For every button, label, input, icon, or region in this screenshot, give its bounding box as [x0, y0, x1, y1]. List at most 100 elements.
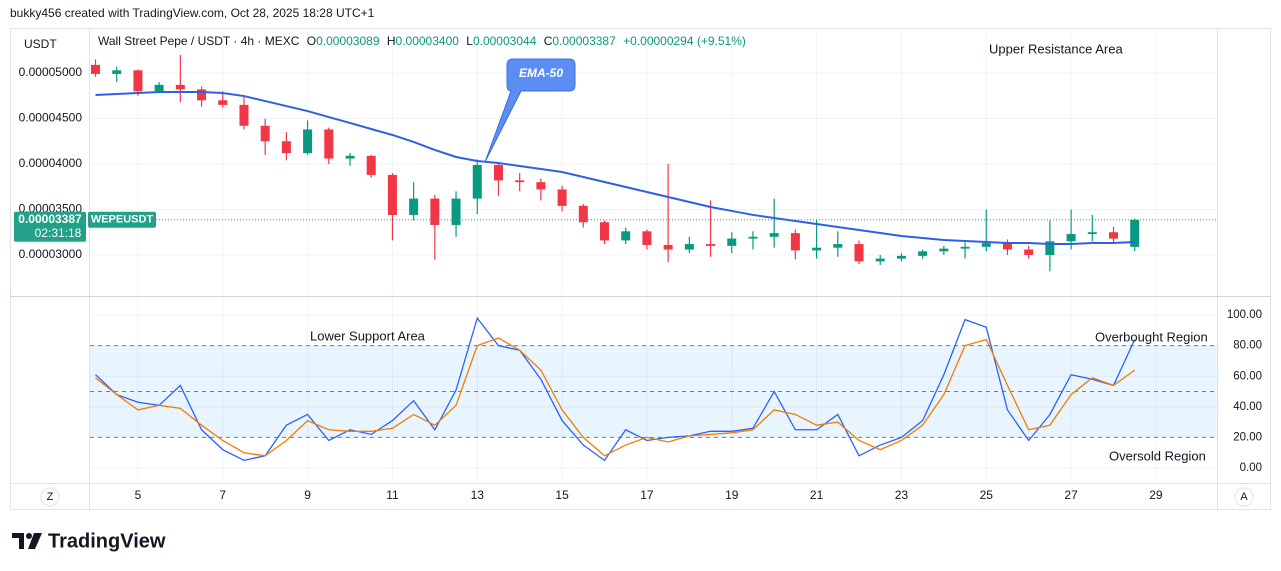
candle-body — [578, 205, 588, 223]
y-tick-label: 0.00004000 — [19, 156, 83, 170]
candle-body — [960, 246, 970, 249]
candle-body — [557, 189, 567, 206]
price-box — [14, 211, 86, 242]
symbol-label: WEPEUSDT — [91, 214, 154, 226]
x-tick-label: 9 — [304, 488, 311, 502]
candle-body — [854, 244, 864, 262]
candle-body — [727, 238, 737, 246]
x-tick-label: 7 — [219, 488, 226, 502]
candle-body — [303, 129, 313, 154]
candle-body — [1066, 234, 1076, 242]
candle-body — [218, 100, 228, 105]
candle-body — [91, 64, 101, 74]
y-tick-label: 60.00 — [1233, 370, 1262, 382]
button-outline[interactable] — [1234, 487, 1254, 507]
legend-value: 0.00003044 — [473, 34, 537, 48]
candle-body — [1024, 249, 1034, 255]
x-tick-label: 13 — [471, 488, 485, 502]
candle-body — [515, 180, 525, 183]
legend-symbol: Wall Street Pepe / USDT · 4h · MEXC — [98, 34, 300, 48]
ema-line — [95, 91, 1135, 245]
symbol-box — [88, 211, 156, 228]
y-tick-label: 0.00003000 — [19, 247, 83, 261]
candle-body — [939, 248, 949, 252]
frame — [10, 28, 1271, 510]
candle-body — [430, 198, 440, 225]
candle-body — [1002, 243, 1012, 250]
candle-body — [281, 141, 291, 154]
y-tick-label: 0.00004500 — [19, 111, 83, 125]
price-label: 0.00003387 — [18, 212, 82, 226]
candle-body — [833, 244, 843, 248]
legend-value: 0.00003387 — [552, 34, 616, 48]
button-outline[interactable] — [40, 487, 60, 507]
legend-key: O — [307, 34, 316, 48]
attribution: bukky456 created with TradingView.com, O… — [10, 6, 375, 20]
candle-body — [1087, 232, 1097, 235]
legend-key: H — [387, 34, 396, 48]
zoom-button[interactable]: Z — [47, 491, 54, 503]
candle-body — [133, 70, 143, 92]
plot-area: 5 7 9 11 13 15 17 19 21 23 25 27 29 0.00005000 0.00004… — [19, 28, 1262, 502]
candle-body — [600, 222, 610, 241]
legend-change: +0.00000294 (+9.51%) — [623, 34, 746, 48]
callout-shape — [484, 58, 576, 163]
legend: Wall Street Pepe / USDT · 4h · MEXC O 0.0… — [98, 34, 746, 48]
legend-key: L — [466, 34, 473, 48]
candle-body — [642, 231, 652, 245]
legend-key: C — [544, 34, 553, 48]
x-tick-label: 27 — [1064, 488, 1078, 502]
y-tick-label: 20.00 — [1233, 431, 1262, 443]
x-tick-label: 29 — [1149, 488, 1163, 502]
logo-shape — [28, 533, 42, 549]
x-tick-label: 11 — [386, 488, 399, 502]
candle-body — [896, 255, 906, 259]
y-tick-label: 80.00 — [1233, 340, 1262, 352]
candle-body — [536, 182, 546, 190]
x-tick-label: 15 — [555, 488, 569, 502]
candle-body — [366, 155, 376, 175]
y-tick-label: 100.00 — [1227, 309, 1262, 321]
currency: USDT — [24, 37, 57, 51]
candle-body — [812, 247, 822, 251]
candle-body — [197, 89, 207, 101]
oscillator-line — [95, 337, 1136, 457]
x-tick-label: 23 — [895, 488, 909, 502]
candle-body — [324, 129, 334, 159]
candle-body — [790, 233, 800, 251]
auto-button[interactable]: A — [1240, 491, 1248, 503]
x-tick-label: 17 — [640, 488, 654, 502]
candle-body — [1109, 232, 1119, 239]
candle-body — [409, 198, 419, 215]
candle-body — [239, 104, 249, 126]
candle-body — [706, 244, 716, 246]
candle-body — [112, 70, 122, 74]
candle-body — [345, 155, 355, 159]
brand-logo — [12, 533, 42, 549]
candle-body — [663, 244, 673, 250]
candle-body — [684, 244, 694, 250]
logo-shape — [12, 533, 24, 549]
annotation: Lower Support Area — [310, 328, 426, 343]
ema-callout: EMA-50 — [484, 58, 576, 163]
candle-body — [451, 198, 461, 225]
candle-body — [875, 258, 885, 262]
oscillator-line — [95, 316, 1136, 462]
x-tick-label: 21 — [810, 488, 824, 502]
brand: TradingView — [48, 530, 166, 552]
x-tick-label: 25 — [980, 488, 994, 502]
candle-body — [154, 84, 164, 92]
annotation: Upper Resistance Area — [989, 41, 1123, 56]
candle-body — [387, 174, 397, 215]
candle-body — [918, 251, 928, 256]
y-tick-label: 40.00 — [1233, 401, 1262, 413]
candle-body — [1045, 241, 1055, 255]
annotation: Oversold Region — [1109, 448, 1206, 463]
candle-body — [769, 233, 779, 237]
candle-body — [260, 125, 270, 142]
candle-body — [1130, 219, 1140, 247]
candle-body — [175, 84, 185, 90]
